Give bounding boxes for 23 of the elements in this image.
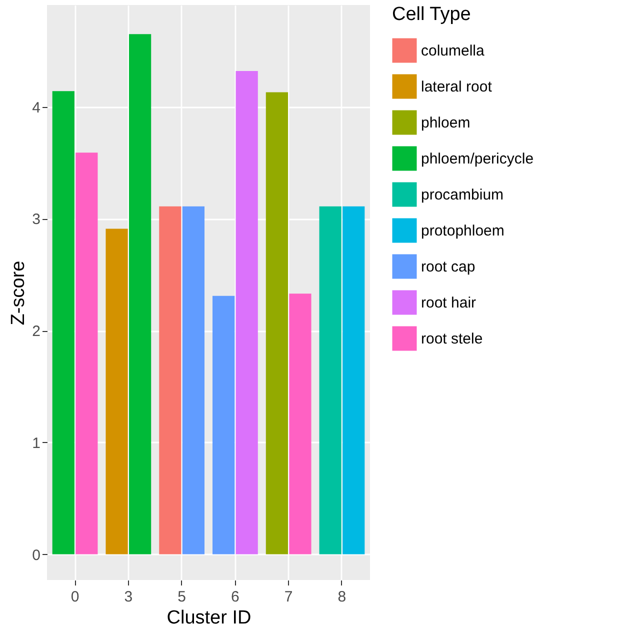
legend-title: Cell Type — [392, 4, 471, 25]
y-tick-label: 3 — [32, 211, 40, 228]
x-tick-label: 7 — [284, 588, 293, 606]
legend-label: root hair — [421, 294, 476, 312]
y-tick-label: 4 — [32, 99, 40, 116]
legend-label: protophloem — [421, 222, 504, 240]
y-tick-label: 2 — [32, 323, 40, 340]
legend-label: procambium — [421, 186, 504, 204]
legend-label: phloem/pericycle — [421, 150, 534, 168]
y-tick-label: 0 — [32, 546, 40, 564]
legend-label: root stele — [421, 330, 483, 348]
legend-label: root cap — [421, 258, 476, 276]
x-axis-title: Cluster ID — [166, 608, 252, 628]
x-tick-label: 0 — [70, 588, 80, 606]
legend-label: lateral root — [421, 78, 493, 96]
legend-label: phloem — [421, 114, 470, 132]
legend-label: columella — [421, 42, 486, 60]
y-tick-label: 1 — [32, 434, 40, 452]
x-tick-label: 8 — [338, 588, 346, 606]
x-tick-label: 3 — [124, 588, 133, 606]
x-tick-label: 5 — [178, 588, 186, 606]
x-tick-label: 6 — [231, 588, 240, 606]
y-axis-title: Z-score — [8, 260, 30, 326]
